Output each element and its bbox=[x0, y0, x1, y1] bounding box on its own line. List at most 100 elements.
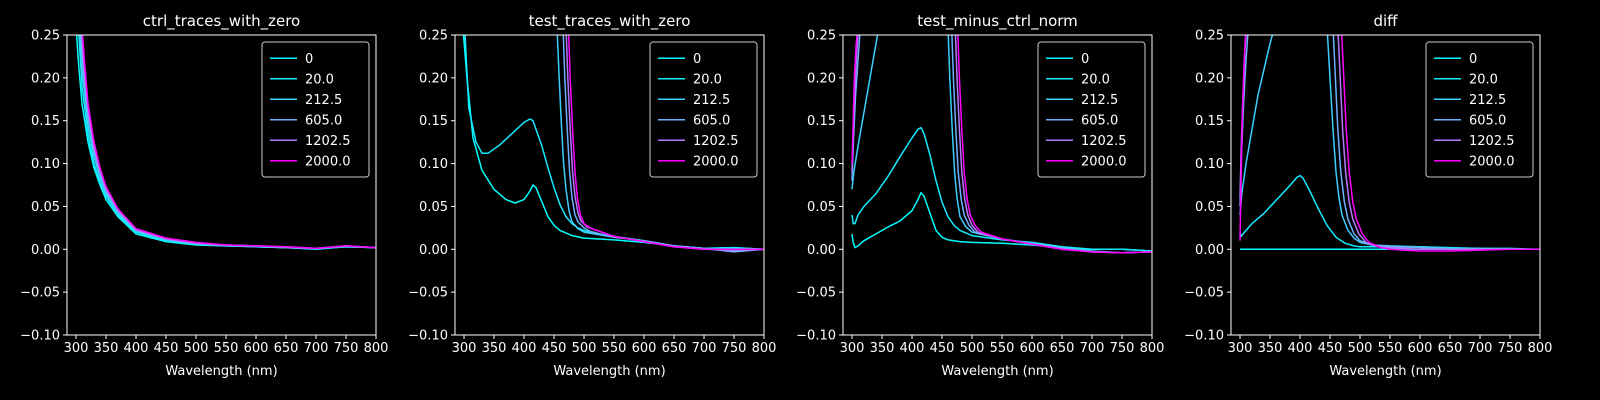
legend-label: 1202.5 bbox=[693, 134, 739, 149]
series-line bbox=[851, 35, 1152, 254]
x-tick-label: 350 bbox=[94, 341, 119, 356]
y-tick-label: 0.05 bbox=[419, 200, 448, 215]
legend-label: 1202.5 bbox=[1469, 134, 1515, 149]
y-tick-label: −0.05 bbox=[20, 286, 60, 301]
chart-panel: 300 350 400 450 500 550 600 650 700 750 800 −0.10 −0… bbox=[20, 12, 388, 379]
x-tick-label: 350 bbox=[482, 341, 507, 356]
x-tick-label: 700 bbox=[304, 341, 329, 356]
x-axis-label: Wavelength (nm) bbox=[941, 364, 1053, 379]
y-tick-label: 0.10 bbox=[31, 157, 60, 172]
legend: 0 20.0 212.5 605.0 1202.5 2000.0 bbox=[649, 41, 758, 178]
x-axis-label: Wavelength (nm) bbox=[165, 364, 277, 379]
legend-label: 212.5 bbox=[693, 93, 730, 108]
legend-box bbox=[649, 41, 758, 178]
chart-title: ctrl_traces_with_zero bbox=[143, 12, 300, 31]
legend-label: 0 bbox=[693, 52, 701, 67]
legend-label: 212.5 bbox=[1081, 93, 1118, 108]
series-line bbox=[81, 35, 376, 250]
x-tick-label: 650 bbox=[274, 341, 299, 356]
x-tick-label: 350 bbox=[1258, 341, 1283, 356]
x-tick-label: 500 bbox=[572, 341, 597, 356]
legend-label: 1202.5 bbox=[1081, 134, 1127, 149]
y-tick-label: 0.00 bbox=[1195, 243, 1224, 258]
x-tick-label: 600 bbox=[1408, 341, 1433, 356]
y-tick-label: 0.10 bbox=[419, 157, 448, 172]
x-tick-label: 700 bbox=[1468, 341, 1493, 356]
y-tick-label: −0.10 bbox=[20, 329, 60, 344]
legend-label: 2000.0 bbox=[1469, 154, 1515, 169]
x-tick-label: 650 bbox=[1050, 341, 1075, 356]
x-tick-label: 500 bbox=[960, 341, 985, 356]
x-tick-label: 600 bbox=[632, 341, 657, 356]
x-tick-label: 550 bbox=[214, 341, 239, 356]
legend-label: 20.0 bbox=[1081, 72, 1110, 87]
y-tick-label: 0.05 bbox=[807, 200, 836, 215]
x-axis-label: Wavelength (nm) bbox=[1329, 364, 1441, 379]
x-tick-label: 400 bbox=[900, 341, 925, 356]
x-tick-label: 650 bbox=[1438, 341, 1463, 356]
axes-frame bbox=[842, 34, 1153, 336]
y-tick-label: 0.25 bbox=[31, 29, 60, 44]
legend-label: 605.0 bbox=[305, 113, 342, 128]
legend-label: 212.5 bbox=[305, 93, 342, 108]
x-tick-label: 400 bbox=[512, 341, 537, 356]
x-tick-label: 400 bbox=[1288, 341, 1313, 356]
x-tick-label: 550 bbox=[602, 341, 627, 356]
y-tick-label: 0.20 bbox=[31, 71, 60, 86]
x-tick-label: 750 bbox=[722, 341, 747, 356]
y-tick-label: 0.20 bbox=[807, 71, 836, 86]
legend-box bbox=[261, 41, 370, 178]
x-tick-label: 750 bbox=[334, 341, 359, 356]
y-tick-label: −0.05 bbox=[1184, 286, 1224, 301]
legend: 0 20.0 212.5 605.0 1202.5 2000.0 bbox=[1425, 41, 1534, 178]
y-tick-label: 0.15 bbox=[807, 114, 836, 129]
x-tick-label: 550 bbox=[990, 341, 1015, 356]
legend-label: 0 bbox=[1469, 52, 1477, 67]
y-tick-label: 0.00 bbox=[807, 243, 836, 258]
x-axis-label: Wavelength (nm) bbox=[553, 364, 665, 379]
legend-label: 20.0 bbox=[305, 72, 334, 87]
y-tick-label: 0.15 bbox=[419, 114, 448, 129]
chart-title: diff bbox=[1373, 12, 1398, 30]
series-line bbox=[851, 35, 1152, 254]
legend-label: 20.0 bbox=[1469, 72, 1498, 87]
y-tick-label: −0.05 bbox=[408, 286, 448, 301]
y-tick-label: −0.10 bbox=[796, 329, 836, 344]
x-tick-label: 300 bbox=[64, 341, 89, 356]
x-tick-label: 700 bbox=[692, 341, 717, 356]
chart-title: test_minus_ctrl_norm bbox=[917, 12, 1078, 31]
x-tick-label: 800 bbox=[752, 341, 777, 356]
y-tick-label: 0.05 bbox=[1195, 200, 1224, 215]
series-line bbox=[1239, 35, 1540, 251]
legend-label: 0 bbox=[305, 52, 313, 67]
x-tick-label: 550 bbox=[1378, 341, 1403, 356]
axes-frame bbox=[1230, 34, 1541, 336]
x-tick-label: 800 bbox=[1140, 341, 1165, 356]
y-tick-label: −0.10 bbox=[408, 329, 448, 344]
x-tick-label: 450 bbox=[1318, 341, 1343, 356]
x-tick-label: 650 bbox=[662, 341, 687, 356]
legend-box bbox=[1037, 41, 1146, 178]
y-tick-label: 0.25 bbox=[1195, 29, 1224, 44]
x-tick-label: 450 bbox=[542, 341, 567, 356]
x-tick-label: 300 bbox=[840, 341, 865, 356]
series-line bbox=[851, 35, 1152, 254]
x-tick-label: 800 bbox=[364, 341, 389, 356]
series-group bbox=[75, 35, 376, 251]
axes-frame bbox=[454, 34, 765, 336]
y-tick-label: −0.10 bbox=[1184, 329, 1224, 344]
x-tick-label: 450 bbox=[154, 341, 179, 356]
chart-panel: 300 350 400 450 500 550 600 650 700 750 800 −0.10 −0… bbox=[408, 12, 776, 379]
x-tick-label: 500 bbox=[1348, 341, 1373, 356]
chart-panel: 300 350 400 450 500 550 600 650 700 750 800 −0.10 −0… bbox=[796, 12, 1164, 379]
series-line bbox=[567, 35, 764, 251]
legend-label: 212.5 bbox=[1469, 93, 1506, 108]
chart-panel: 300 350 400 450 500 550 600 650 700 750 800 −0.10 −0… bbox=[1184, 12, 1552, 379]
x-tick-label: 750 bbox=[1498, 341, 1523, 356]
y-tick-label: 0.25 bbox=[419, 29, 448, 44]
y-tick-label: 0.00 bbox=[419, 243, 448, 258]
legend-box bbox=[1425, 41, 1534, 178]
x-tick-label: 750 bbox=[1110, 341, 1135, 356]
series-line bbox=[1239, 35, 1540, 252]
